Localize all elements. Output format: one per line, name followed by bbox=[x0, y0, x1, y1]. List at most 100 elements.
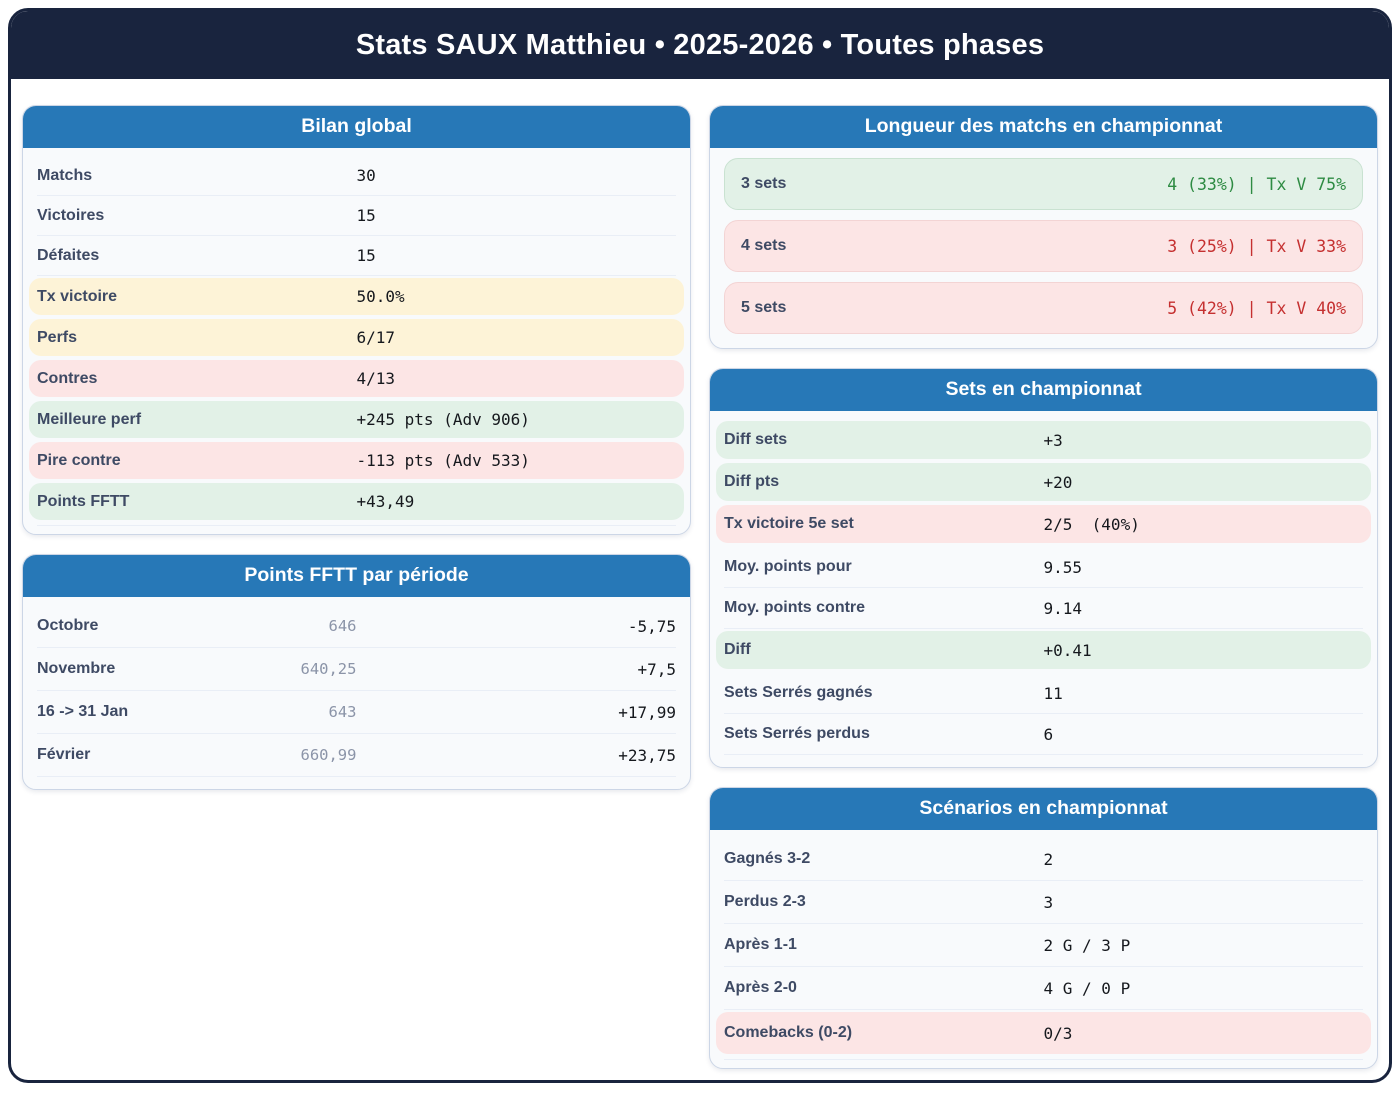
period-label: Février bbox=[37, 746, 91, 763]
stat-row-highlight-bad: Pire contre -113 pts (Adv 533) bbox=[29, 442, 684, 479]
period-points: 660,99 bbox=[300, 746, 357, 764]
stat-value: 3 bbox=[1043, 892, 1054, 912]
match-length-value: 5 (42%) | Tx V 40% bbox=[1167, 298, 1346, 318]
page-header: Stats SAUX Matthieu • 2025-2026 • Toutes… bbox=[11, 11, 1389, 79]
card-points-fftt-periode: Points FFTT par période Octobre 646 -5,7… bbox=[22, 554, 691, 790]
stat-value: 0/3 bbox=[1043, 1023, 1073, 1043]
stat-row-highlight-good: Meilleure perf +245 pts (Adv 906) bbox=[29, 401, 684, 438]
right-column: Longueur des matchs en championnat 3 set… bbox=[709, 105, 1378, 1069]
stat-value: 11 bbox=[1043, 683, 1063, 703]
stat-row-highlight-good: Points FFTT +43,49 bbox=[29, 483, 684, 526]
stat-label: Perfs bbox=[37, 328, 78, 346]
stat-value: 6 bbox=[1043, 724, 1054, 744]
card-title: Scénarios en championnat bbox=[710, 788, 1377, 830]
stat-value: 15 bbox=[356, 246, 376, 265]
stat-label: Victoires bbox=[37, 206, 105, 224]
stat-row-highlight-warn: Tx victoire 50.0% bbox=[29, 278, 684, 315]
stat-label: Contres bbox=[37, 369, 98, 387]
stat-label: Défaites bbox=[37, 246, 100, 264]
stat-row: Après 2-0 4 G / 0 P bbox=[724, 967, 1363, 1010]
stat-label: Pire contre bbox=[37, 451, 121, 469]
period-row: Octobre 646 -5,75 bbox=[37, 605, 676, 648]
stat-label: Matchs bbox=[37, 166, 93, 184]
stat-label: Gagnés 3-2 bbox=[724, 850, 811, 867]
stat-row-highlight-bad: Tx victoire 5e set 2/5 (40%) bbox=[716, 505, 1371, 543]
stat-label: Sets Serrés perdus bbox=[724, 725, 870, 742]
stat-value: +3 bbox=[1043, 430, 1063, 450]
stat-value: 4/13 bbox=[356, 369, 396, 388]
stat-row: Gagnés 3-2 2 bbox=[724, 838, 1363, 881]
match-length-label: 4 sets bbox=[741, 237, 787, 254]
match-length-label: 3 sets bbox=[741, 175, 787, 192]
period-row: 16 -> 31 Jan 643 +17,99 bbox=[37, 691, 676, 734]
stat-value: 15 bbox=[356, 206, 376, 225]
stat-row: Moy. points contre 9.14 bbox=[724, 588, 1363, 629]
period-row: Février 660,99 +23,75 bbox=[37, 734, 676, 777]
card-longueur-matchs: Longueur des matchs en championnat 3 set… bbox=[709, 105, 1378, 349]
stat-row-highlight-good: Diff sets +3 bbox=[716, 421, 1371, 459]
stat-label: Diff bbox=[724, 641, 751, 658]
period-points: 640,25 bbox=[300, 660, 357, 678]
card-body: 3 sets 4 (33%) | Tx V 75% 4 sets 3 (25%)… bbox=[710, 148, 1377, 348]
stat-row-highlight-good: Diff pts +20 bbox=[716, 463, 1371, 501]
period-points: 643 bbox=[328, 703, 357, 721]
card-bilan-global: Bilan global Matchs 30 Victoires 15 Défa… bbox=[22, 105, 691, 535]
stat-value: 9.55 bbox=[1043, 557, 1083, 577]
stat-value: 6/17 bbox=[356, 328, 396, 347]
stat-label: Points FFTT bbox=[37, 492, 130, 510]
card-title: Points FFTT par période bbox=[23, 555, 690, 597]
match-length-label: 5 sets bbox=[741, 299, 787, 316]
period-points: 646 bbox=[328, 617, 357, 635]
stat-row-highlight-bad: Comebacks (0-2) 0/3 bbox=[716, 1012, 1371, 1060]
card-body: Octobre 646 -5,75 Novembre 640,25 +7,5 1… bbox=[23, 597, 690, 789]
stat-value: 2 bbox=[1043, 849, 1054, 869]
card-body: Matchs 30 Victoires 15 Défaites 15 Tx vi… bbox=[23, 148, 690, 534]
stat-label: Moy. points pour bbox=[724, 558, 852, 575]
stat-label: Perdus 2-3 bbox=[724, 893, 806, 910]
stat-value: 2 G / 3 P bbox=[1043, 935, 1131, 955]
page-title: Stats SAUX Matthieu • 2025-2026 • Toutes… bbox=[355, 28, 1045, 61]
period-delta: -5,75 bbox=[627, 616, 676, 636]
match-length-value: 4 (33%) | Tx V 75% bbox=[1167, 174, 1346, 194]
card-title: Bilan global bbox=[23, 106, 690, 148]
card-body: Gagnés 3-2 2 Perdus 2-3 3 Après 1-1 2 G … bbox=[710, 830, 1377, 1068]
stat-value: 4 G / 0 P bbox=[1043, 978, 1131, 998]
match-length-row-bad: 5 sets 5 (42%) | Tx V 40% bbox=[724, 282, 1363, 334]
stat-value: 30 bbox=[356, 166, 376, 185]
stat-row: Sets Serrés perdus 6 bbox=[724, 714, 1363, 755]
stat-row-highlight-bad: Contres 4/13 bbox=[29, 360, 684, 397]
stat-value: 9.14 bbox=[1043, 598, 1083, 618]
stat-row-highlight-warn: Perfs 6/17 bbox=[29, 319, 684, 356]
stat-value: 50.0% bbox=[356, 287, 405, 306]
match-length-value: 3 (25%) | Tx V 33% bbox=[1167, 236, 1346, 256]
stat-row-highlight-good: Diff +0.41 bbox=[716, 631, 1371, 669]
stat-label: Après 1-1 bbox=[724, 936, 797, 953]
stat-row: Après 1-1 2 G / 3 P bbox=[724, 924, 1363, 967]
stat-row: Moy. points pour 9.55 bbox=[724, 547, 1363, 588]
stat-label: Moy. points contre bbox=[724, 599, 866, 616]
stat-label: Diff sets bbox=[724, 431, 788, 448]
stat-value: 2/5 (40%) bbox=[1043, 514, 1140, 534]
period-label: Novembre bbox=[37, 660, 116, 677]
stat-label: Comebacks (0-2) bbox=[724, 1024, 853, 1041]
period-delta: +17,99 bbox=[618, 702, 676, 722]
card-title: Longueur des matchs en championnat bbox=[710, 106, 1377, 148]
stat-row: Perdus 2-3 3 bbox=[724, 881, 1363, 924]
stat-value: +20 bbox=[1043, 472, 1073, 492]
stat-row: Victoires 15 bbox=[37, 196, 676, 236]
stat-label: Tx victoire 5e set bbox=[724, 515, 854, 532]
stat-row: Matchs 30 bbox=[37, 156, 676, 196]
stat-value: +0.41 bbox=[1043, 640, 1092, 660]
stat-label: Tx victoire bbox=[37, 287, 118, 305]
stat-label: Diff pts bbox=[724, 473, 780, 490]
period-delta: +7,5 bbox=[637, 659, 676, 679]
card-scenarios-championnat: Scénarios en championnat Gagnés 3-2 2 Pe… bbox=[709, 787, 1378, 1069]
stat-label: Après 2-0 bbox=[724, 979, 797, 996]
left-column: Bilan global Matchs 30 Victoires 15 Défa… bbox=[22, 105, 691, 790]
period-row: Novembre 640,25 +7,5 bbox=[37, 648, 676, 691]
stat-value: +43,49 bbox=[356, 492, 415, 511]
stat-value: -113 pts (Adv 533) bbox=[356, 451, 530, 470]
period-label: 16 -> 31 Jan bbox=[37, 703, 129, 720]
stat-label: Sets Serrés gagnés bbox=[724, 684, 873, 701]
match-length-row-bad: 4 sets 3 (25%) | Tx V 33% bbox=[724, 220, 1363, 272]
